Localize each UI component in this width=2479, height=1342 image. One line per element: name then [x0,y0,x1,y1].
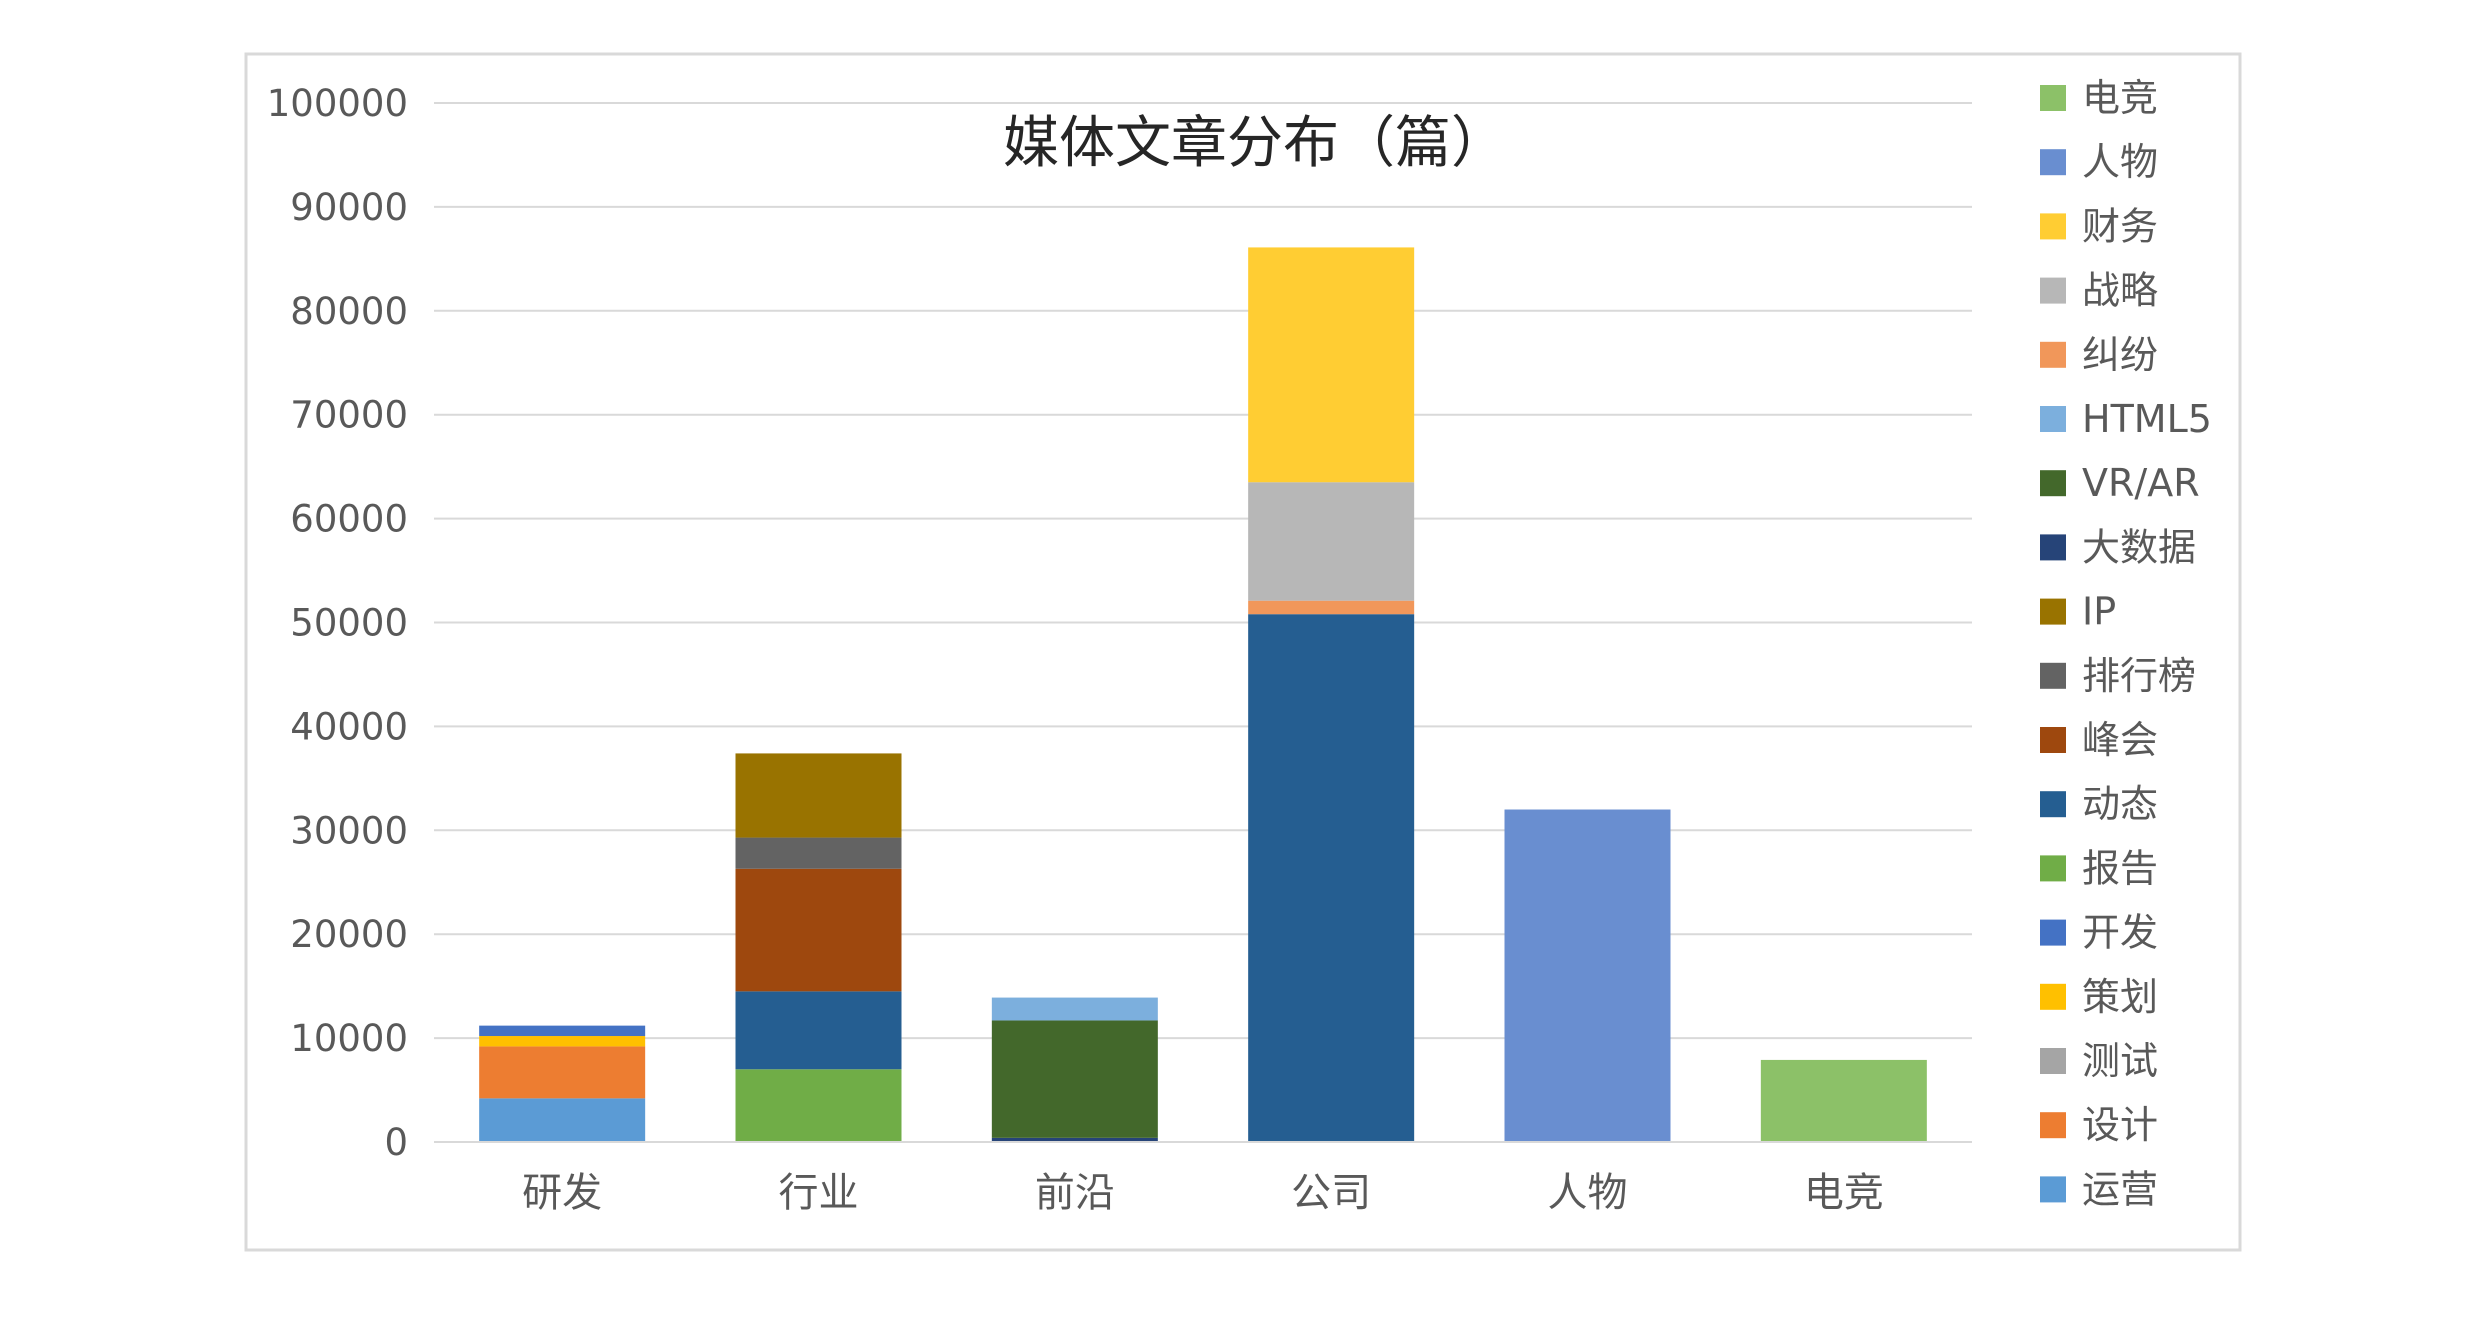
chart-title: 媒体文章分布（篇） [1003,111,1507,176]
x-axis: 研发 行业 前沿 公司 人物 电竞 [522,1170,1884,1216]
bar-segment [735,868,902,992]
bar-segment [1248,600,1415,615]
y-tick-label: 30000 [290,809,408,852]
bar-segment [735,991,902,1070]
legend-swatch [2040,983,2066,1010]
legend-swatch [2040,598,2066,625]
x-tick-label: 研发 [522,1170,602,1216]
legend-label: 测试 [2082,1039,2158,1083]
legend-label: 电竞 [2082,76,2158,120]
legend-swatch [2040,534,2066,561]
bar-segment [991,1137,1158,1142]
legend-swatch [2040,149,2066,176]
legend-label: 战略 [2082,269,2158,313]
legend-label: 策划 [2082,975,2158,1019]
legend-swatch [2040,85,2066,111]
legend-swatch [2040,1112,2066,1139]
bar-segment [1248,247,1415,483]
bar-segment [735,1069,902,1142]
bar-segment [735,753,902,838]
bar-segment [1248,482,1415,601]
legend-label: 财务 [2082,204,2158,248]
legend-swatch [2040,662,2066,689]
y-tick-label: 70000 [290,394,408,437]
legend-label: VR/AR [2082,461,2200,505]
bar-segment [991,1020,1158,1138]
legend-swatch [2040,406,2066,432]
legend-swatch [2040,277,2066,304]
y-tick-label: 40000 [290,705,408,748]
legend-label: 报告 [2082,846,2158,890]
y-tick-label: 20000 [290,913,408,956]
bar-segment [991,997,1158,1021]
legend-swatch [2040,919,2066,946]
y-tick-label: 90000 [290,186,408,229]
legend-swatch [2040,341,2066,368]
x-tick-label: 行业 [779,1170,859,1216]
y-tick-label: 10000 [290,1017,408,1060]
legend-swatch [2040,213,2066,240]
legend-swatch [2040,1048,2066,1074]
legend-label: IP [2082,590,2116,634]
legend-label: 人物 [2082,140,2158,184]
legend-label: 开发 [2082,911,2158,955]
bar-segment [479,1025,646,1037]
bar-segment [1504,809,1671,1142]
legend-label: 大数据 [2082,525,2196,569]
bar-segment [479,1046,646,1099]
x-tick-label: 电竞 [1804,1170,1884,1216]
x-tick-label: 人物 [1548,1170,1628,1216]
legend-label: HTML5 [2082,397,2212,441]
x-tick-label: 公司 [1291,1170,1371,1216]
y-tick-label: 80000 [290,290,408,333]
y-tick-label: 60000 [290,498,408,541]
legend-swatch [2040,1176,2066,1203]
bar-segment [1760,1059,1927,1142]
legend-swatch [2040,470,2066,497]
legend-label: 峰会 [2082,718,2158,762]
bar-segment [479,1036,646,1047]
legend-swatch [2040,855,2066,882]
legend-label: 运营 [2082,1167,2158,1211]
y-tick-label: 100000 [267,82,408,125]
bar-segment [1248,614,1415,1142]
y-axis: 0 10000 20000 30000 40000 50000 60000 70000 8000… [267,82,408,1164]
y-tick-label: 0 [384,1121,408,1164]
legend-swatch [2040,727,2066,753]
y-tick-label: 50000 [290,602,408,645]
bar-segment [735,837,902,869]
bar-segment [479,1098,646,1142]
bars [479,247,1927,1142]
gridlines [434,102,1972,1040]
legend-label: 纠纷 [2082,333,2158,377]
legend-label: 动态 [2082,782,2158,826]
legend-swatch [2040,791,2066,818]
legend-label: 设计 [2082,1103,2158,1147]
legend-label: 排行榜 [2082,654,2196,698]
x-tick-label: 前沿 [1035,1170,1115,1216]
